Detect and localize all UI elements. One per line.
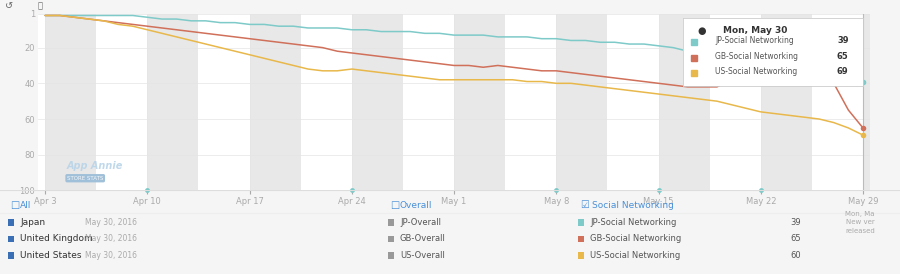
FancyBboxPatch shape <box>578 219 584 226</box>
Text: ☑: ☑ <box>580 201 589 210</box>
Bar <box>863 14 878 190</box>
Text: GB-Overall: GB-Overall <box>400 234 446 243</box>
Text: May 30, 2016: May 30, 2016 <box>85 218 137 227</box>
Text: 39: 39 <box>790 218 801 227</box>
Bar <box>454 14 505 190</box>
FancyBboxPatch shape <box>388 252 394 259</box>
Bar <box>148 14 199 190</box>
Text: □: □ <box>390 201 400 210</box>
Text: May 30, 2016: May 30, 2016 <box>85 251 137 260</box>
Text: Overall: Overall <box>400 201 433 210</box>
FancyBboxPatch shape <box>8 219 14 226</box>
FancyBboxPatch shape <box>8 236 14 242</box>
Text: ↺: ↺ <box>5 1 14 11</box>
Bar <box>760 14 812 190</box>
FancyBboxPatch shape <box>578 252 584 259</box>
Text: 🔍: 🔍 <box>38 2 43 11</box>
Text: United States: United States <box>20 251 82 260</box>
Text: JP-Social Networking: JP-Social Networking <box>590 218 677 227</box>
Text: 60: 60 <box>790 251 801 260</box>
Text: GB-Social Networking: GB-Social Networking <box>590 234 681 243</box>
Text: US-Social Networking: US-Social Networking <box>590 251 680 260</box>
Bar <box>659 14 709 190</box>
Text: JP-Social Networking: JP-Social Networking <box>716 36 794 45</box>
FancyBboxPatch shape <box>578 236 584 242</box>
Text: released: released <box>845 227 875 233</box>
FancyBboxPatch shape <box>388 219 394 226</box>
Text: 39: 39 <box>837 36 849 45</box>
Text: GB-Social Networking: GB-Social Networking <box>716 52 798 61</box>
Text: US-Overall: US-Overall <box>400 251 445 260</box>
Text: □: □ <box>10 201 19 210</box>
Bar <box>556 14 608 190</box>
Text: US-Social Networking: US-Social Networking <box>716 67 797 76</box>
Text: Mon, May 30: Mon, May 30 <box>723 26 787 35</box>
Text: STORE STATS: STORE STATS <box>67 176 104 181</box>
Text: App Annie: App Annie <box>67 161 123 171</box>
Text: Social Networking: Social Networking <box>592 201 674 210</box>
Text: May 30, 2016: May 30, 2016 <box>85 234 137 243</box>
Bar <box>45 14 96 190</box>
FancyBboxPatch shape <box>388 236 394 242</box>
Text: Mon, Ma: Mon, Ma <box>845 211 875 217</box>
FancyBboxPatch shape <box>8 252 14 259</box>
Text: JP-Overall: JP-Overall <box>400 218 441 227</box>
Text: All: All <box>20 201 32 210</box>
Bar <box>352 14 403 190</box>
Text: 69: 69 <box>837 67 849 76</box>
Text: 65: 65 <box>837 52 849 61</box>
Text: New ver: New ver <box>846 219 875 225</box>
Bar <box>249 14 301 190</box>
Text: ●: ● <box>698 26 706 36</box>
Text: 65: 65 <box>790 234 801 243</box>
Text: Japan: Japan <box>20 218 45 227</box>
Text: United Kingdom: United Kingdom <box>20 234 93 243</box>
